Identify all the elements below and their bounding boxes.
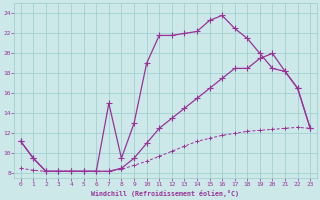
X-axis label: Windchill (Refroidissement éolien,°C): Windchill (Refroidissement éolien,°C) <box>92 190 239 197</box>
